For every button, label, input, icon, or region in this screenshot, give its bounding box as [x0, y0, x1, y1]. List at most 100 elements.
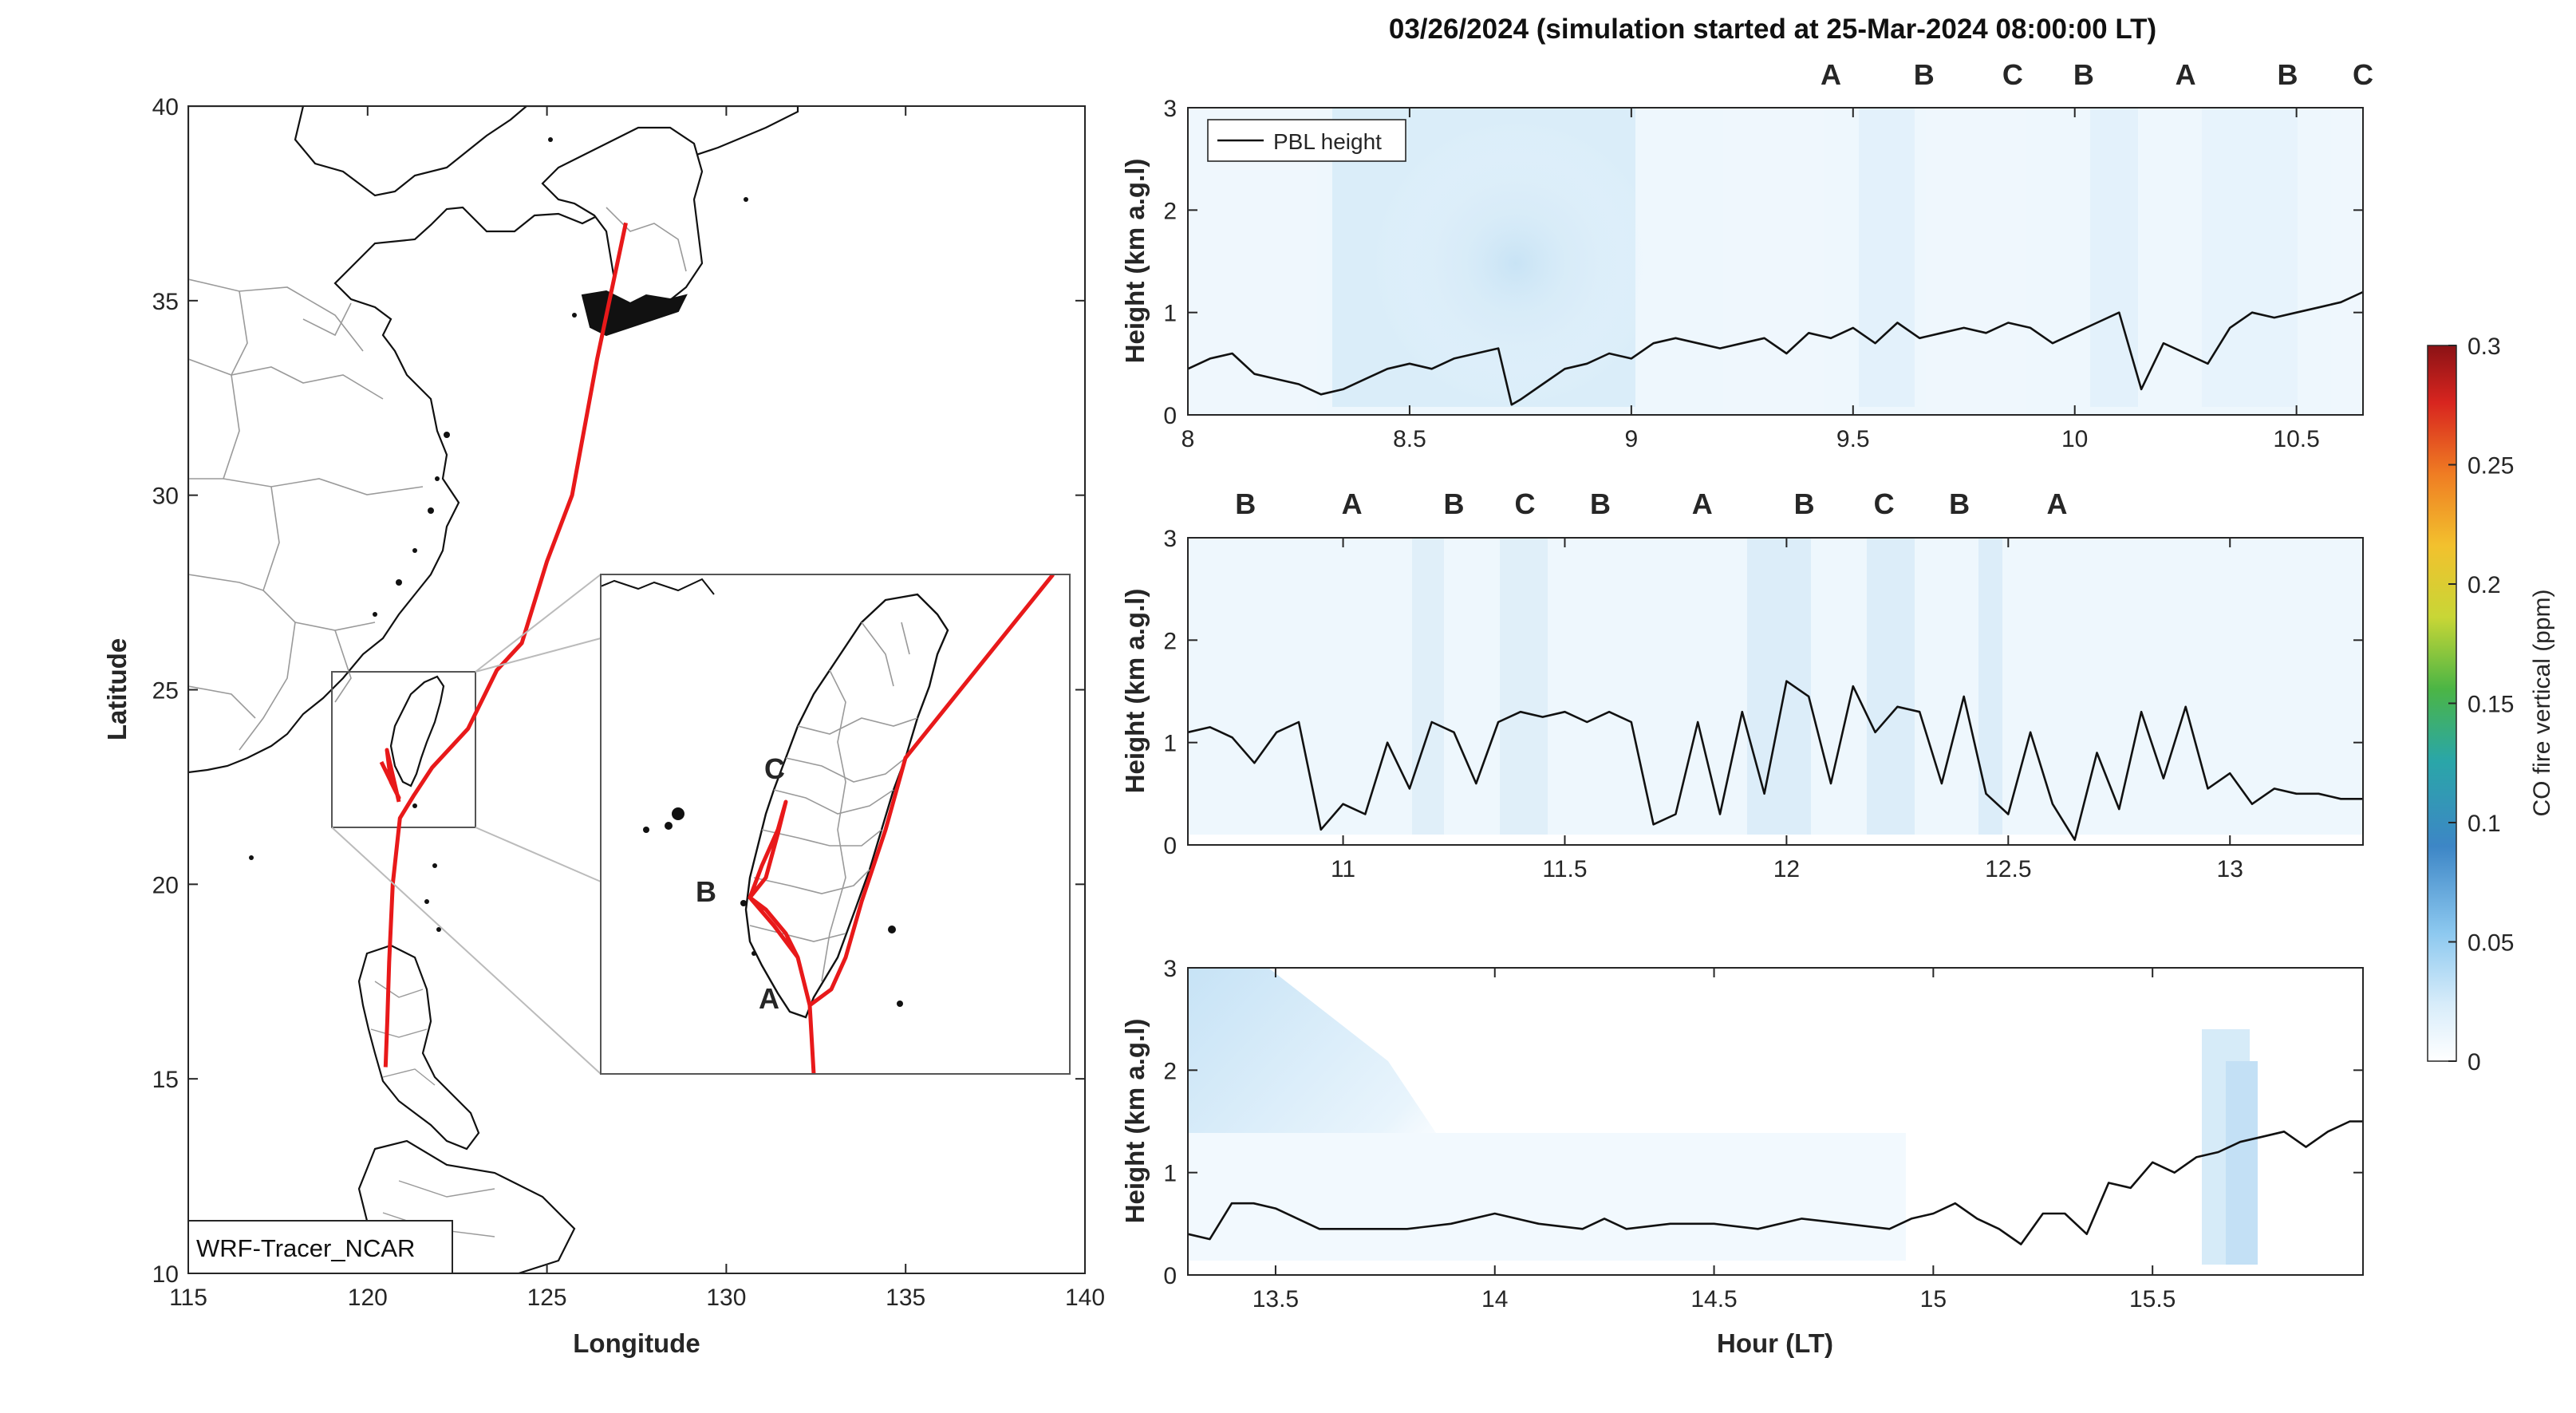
waypoint-label-c: C	[764, 752, 785, 785]
map-ylabel: Latitude	[102, 638, 132, 740]
inset-china-coast	[601, 578, 715, 595]
waypoint-marker: A	[2046, 487, 2067, 520]
x-tick-label: 14.5	[1690, 1286, 1737, 1312]
inset-islands	[643, 807, 903, 1007]
map-x-ticks: 115 120 125 130 135 140	[169, 106, 1105, 1311]
waypoint-marker: C	[2353, 58, 2373, 91]
figure-title: 03/26/2024 (simulation started at 25-Mar…	[1389, 14, 2156, 45]
inset-frame	[600, 574, 1071, 1075]
colorbar-tick-label: 0.2	[2468, 572, 2501, 598]
pbl-height-line	[1187, 680, 2363, 841]
y-tick-label: 3	[1163, 96, 1177, 122]
waypoint-marker: C	[1514, 487, 1535, 520]
x-tick-label: 9	[1625, 426, 1639, 452]
colorbar-tick-label: 0.1	[2468, 811, 2501, 837]
y-tick-label: 1	[1163, 1161, 1177, 1187]
map-y-tick-label: 30	[152, 483, 179, 510]
waypoint-label-a: A	[759, 982, 779, 1015]
model-label-box	[187, 1220, 453, 1274]
y-tick-label: 3	[1163, 956, 1177, 982]
coastal-islands	[373, 137, 748, 617]
x-tick-label: 15	[1920, 1286, 1947, 1312]
panel-1-axes: 8 8.5 9 9.5 10 10.5 0 1 2 3 A B C B A B C	[1163, 58, 2373, 452]
time-height-panel-2	[1188, 538, 2363, 845]
waypoint-label-b: B	[696, 875, 716, 908]
y-tick-label: 0	[1163, 833, 1177, 859]
panel-2-ylabel: Height (km a.g.l)	[1120, 589, 1150, 794]
colorbar-tick-label: 0.3	[2468, 334, 2501, 360]
waypoint-marker: B	[1794, 487, 1815, 520]
x-tick-label: 9.5	[1836, 426, 1870, 452]
y-tick-label: 3	[1163, 526, 1177, 552]
panel-3-axes: 13.5 14 14.5 15 15.5 0 1 2 3	[1163, 956, 2364, 1312]
panel-1-ylabel: Height (km a.g.l)	[1120, 159, 1150, 364]
map-y-tick-label: 40	[152, 94, 179, 120]
inset-map: A B C	[600, 574, 1071, 1075]
x-tick-label: 11	[1331, 856, 1355, 882]
province-boundaries	[188, 207, 687, 751]
x-tick-label: 8	[1181, 426, 1195, 452]
waypoint-marker: B	[1235, 487, 1256, 520]
map-x-tick-label: 120	[348, 1285, 388, 1311]
waypoint-marker: C	[1874, 487, 1895, 520]
x-tick-label: 13	[2217, 856, 2243, 882]
inset-connectors	[331, 574, 602, 1075]
inset-region-box	[331, 671, 476, 828]
colorbar-tick-label: 0.05	[2468, 930, 2514, 957]
x-tick-label: 12	[1773, 856, 1800, 882]
colorbar-ticks: 0 0.05 0.1 0.15 0.2 0.25 0.3	[2448, 334, 2514, 1076]
time-height-panel-1: PBL height	[1188, 108, 2363, 415]
colorbar-tick-label: 0.15	[2468, 692, 2514, 718]
waypoint-marker: A	[1692, 487, 1713, 520]
panel-1-legend-text: PBL height	[1273, 129, 1382, 154]
inset-county-boundaries	[749, 622, 918, 982]
philippines-coastline	[357, 944, 480, 1151]
flight-track	[383, 222, 628, 1068]
map-y-tick-label: 15	[152, 1067, 179, 1093]
y-tick-label: 1	[1163, 731, 1177, 757]
pbl-height-line	[1187, 290, 2364, 406]
waypoint-marker: B	[1590, 487, 1611, 520]
x-tick-label: 10	[2061, 426, 2088, 452]
waypoint-marker: B	[1914, 58, 1935, 91]
waypoint-marker: B	[2073, 58, 2094, 91]
map-y-tick-label: 20	[152, 872, 179, 898]
waypoint-marker: A	[2176, 58, 2196, 91]
colorbar-tick-label: 0.25	[2468, 453, 2514, 480]
x-tick-label: 8.5	[1393, 426, 1426, 452]
waypoint-marker: B	[2278, 58, 2298, 91]
map-x-tick-label: 135	[886, 1285, 925, 1311]
panel-3-concentration-field	[1188, 968, 2258, 1265]
waypoint-marker: A	[1342, 487, 1363, 520]
map-y-tick-label: 10	[152, 1261, 179, 1288]
waypoint-marker: B	[1949, 487, 1970, 520]
waypoint-marker: B	[1444, 487, 1465, 520]
y-tick-label: 0	[1163, 1263, 1177, 1289]
model-label: WRF-Tracer_NCAR	[196, 1234, 415, 1262]
small-islands	[249, 803, 441, 932]
y-tick-label: 2	[1163, 1058, 1177, 1084]
y-tick-label: 2	[1163, 198, 1177, 224]
x-tick-label: 10.5	[2273, 426, 2319, 452]
map-xlabel: Longitude	[573, 1328, 700, 1358]
map-x-tick-label: 125	[527, 1285, 567, 1311]
y-tick-label: 0	[1163, 403, 1177, 429]
map-y-tick-label: 25	[152, 678, 179, 705]
x-tick-label: 14	[1481, 1286, 1508, 1312]
colorbar: 0 0.05 0.1 0.15 0.2 0.25 0.3 CO fire vertical …	[2427, 334, 2555, 1076]
y-tick-label: 2	[1163, 628, 1177, 654]
map-x-tick-label: 115	[169, 1285, 207, 1311]
panel-3-ylabel: Height (km a.g.l)	[1120, 1019, 1150, 1224]
panel-frame	[1187, 967, 2364, 1276]
colorbar-label: CO fire vertical (ppm)	[2529, 589, 2555, 816]
pbl-height-line	[1187, 1120, 2363, 1245]
taiwan-coastline	[389, 675, 445, 787]
china-coastline	[188, 106, 799, 774]
waypoint-marker: A	[1821, 58, 1841, 91]
map-x-tick-label: 130	[706, 1285, 746, 1311]
panel-2-concentration-field	[1188, 538, 2363, 835]
y-tick-label: 1	[1163, 301, 1177, 327]
map-x-tick-label: 140	[1065, 1285, 1105, 1311]
